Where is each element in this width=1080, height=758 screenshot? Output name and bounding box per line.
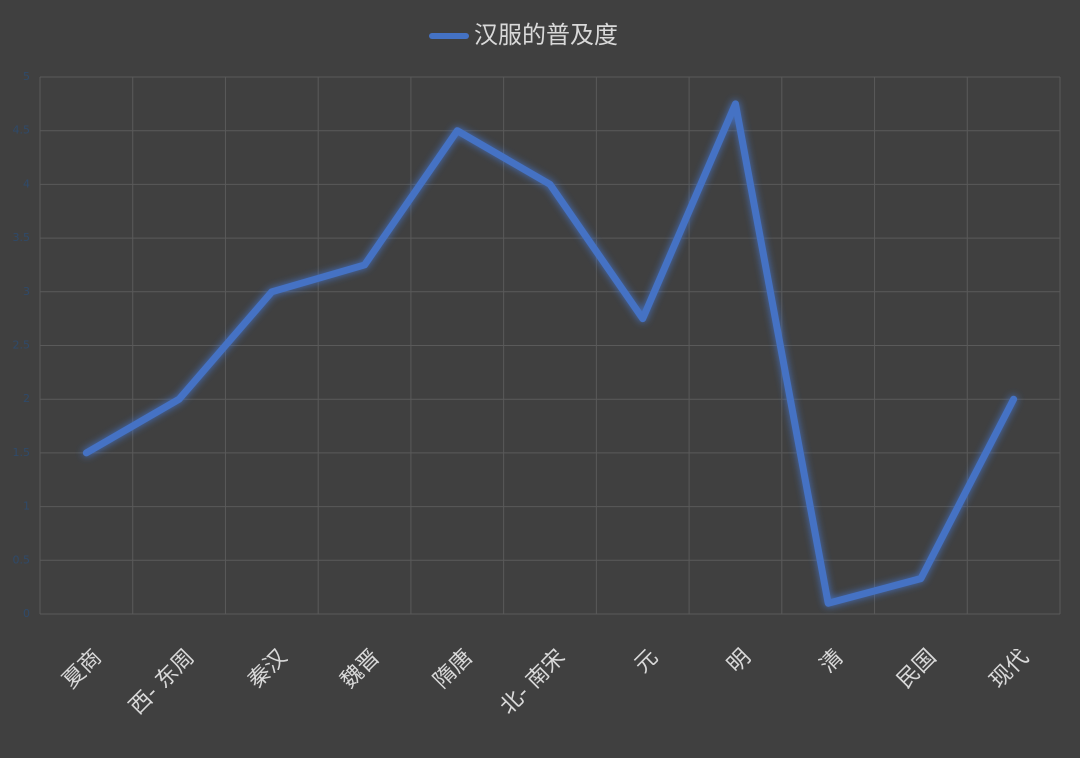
- y-tick-label: 3: [23, 285, 30, 298]
- legend-label: 汉服的普及度: [474, 21, 618, 49]
- y-tick-label: 4: [23, 177, 30, 190]
- y-tick-label: 1.5: [13, 446, 31, 459]
- y-tick-label: 0: [23, 607, 30, 620]
- y-tick-label: 5: [23, 70, 30, 83]
- marks: [82, 100, 1018, 607]
- line: [82, 100, 1018, 607]
- y-tick-label: 2.5: [13, 339, 31, 352]
- y-tick-label: 0.5: [13, 553, 31, 566]
- y-tick-label: 1: [23, 500, 30, 513]
- y-tick-label: 4.5: [13, 124, 31, 137]
- y-tick-label: 3.5: [13, 231, 31, 244]
- y-tick-label: 2: [23, 392, 30, 405]
